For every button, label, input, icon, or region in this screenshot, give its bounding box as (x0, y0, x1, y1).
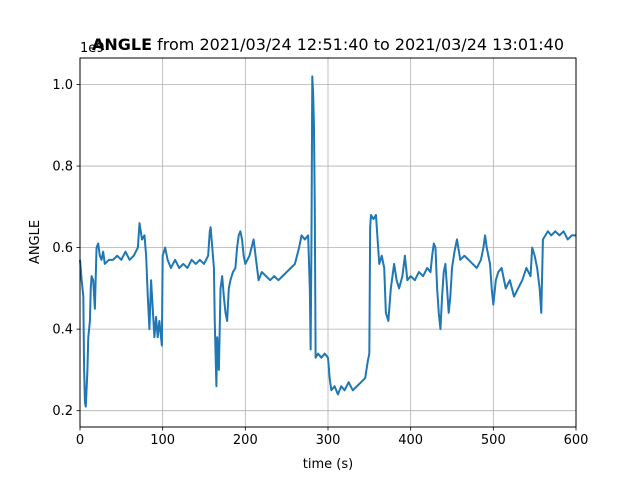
x-tick-label: 100 (150, 433, 175, 448)
chart-title-bold: ANGLE (92, 35, 152, 54)
y-tick-label: 0.6 (52, 241, 73, 256)
x-axis: 0 100 200 300 400 500 600 (76, 427, 589, 448)
x-tick-label: 600 (564, 433, 589, 448)
chart-title-rest: from 2021/03/24 12:51:40 to 2021/03/24 1… (152, 35, 564, 54)
series-layer (79, 75, 576, 408)
y-tick-label: 0.2 (52, 404, 73, 419)
series-line-0 (79, 75, 576, 408)
x-tick-label: 400 (398, 433, 423, 448)
x-tick-label: 500 (481, 433, 506, 448)
y-tick-label: 0.8 (52, 160, 73, 175)
y-axis: 0.2 0.4 0.6 0.8 1.0 (52, 78, 80, 419)
x-axis-label: time (s) (303, 457, 353, 472)
y-axis-label: ANGLE (28, 220, 43, 264)
offset-text: 1e9 (80, 41, 105, 56)
y-tick-label: 1.0 (52, 78, 73, 93)
x-tick-label: 0 (76, 433, 84, 448)
x-tick-label: 200 (233, 433, 258, 448)
x-tick-label: 300 (316, 433, 341, 448)
y-tick-label: 0.4 (52, 323, 73, 338)
chart-title: ANGLE from 2021/03/24 12:51:40 to 2021/0… (92, 35, 564, 54)
